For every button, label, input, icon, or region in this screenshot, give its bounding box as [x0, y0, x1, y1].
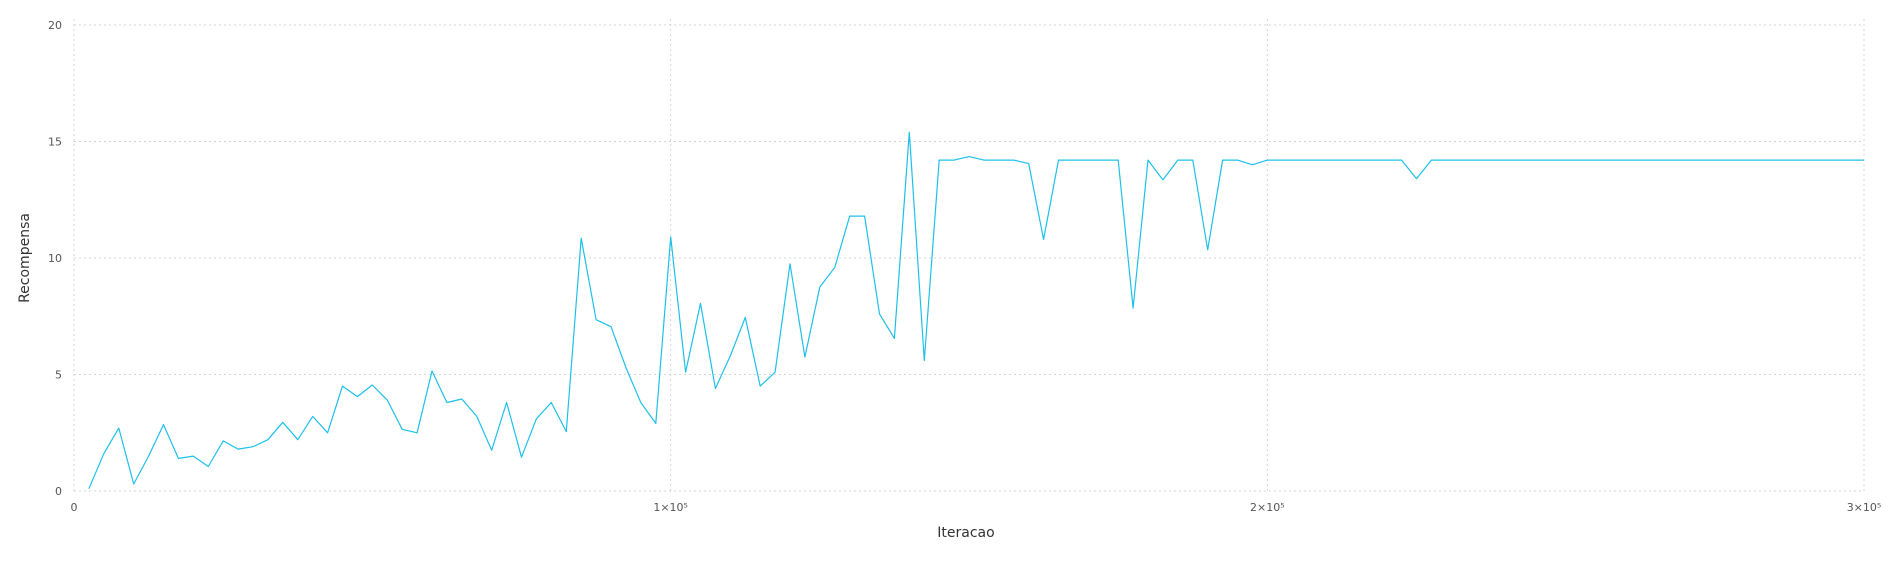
series-line-0 [88, 131, 1864, 489]
x-tick-label: 1×10⁵ [653, 501, 688, 514]
tick-labels: 0 5 10 15 20 0 1×10⁵ 2×10⁵ 3×10⁵ [48, 19, 1881, 514]
y-axis-label: Recompensa [17, 213, 33, 303]
x-tick-label: 2×10⁵ [1250, 501, 1285, 514]
x-tick-label: 3×10⁵ [1847, 501, 1882, 514]
y-tick-label: 0 [55, 485, 62, 498]
grid [73, 19, 1865, 492]
series [88, 131, 1864, 489]
y-tick-label: 20 [48, 19, 62, 32]
x-axis-label: Iteracao [937, 525, 994, 541]
y-tick-label: 15 [48, 136, 62, 149]
y-tick-label: 10 [48, 252, 62, 265]
y-tick-label: 5 [55, 369, 62, 382]
x-tick-label: 0 [71, 501, 78, 514]
